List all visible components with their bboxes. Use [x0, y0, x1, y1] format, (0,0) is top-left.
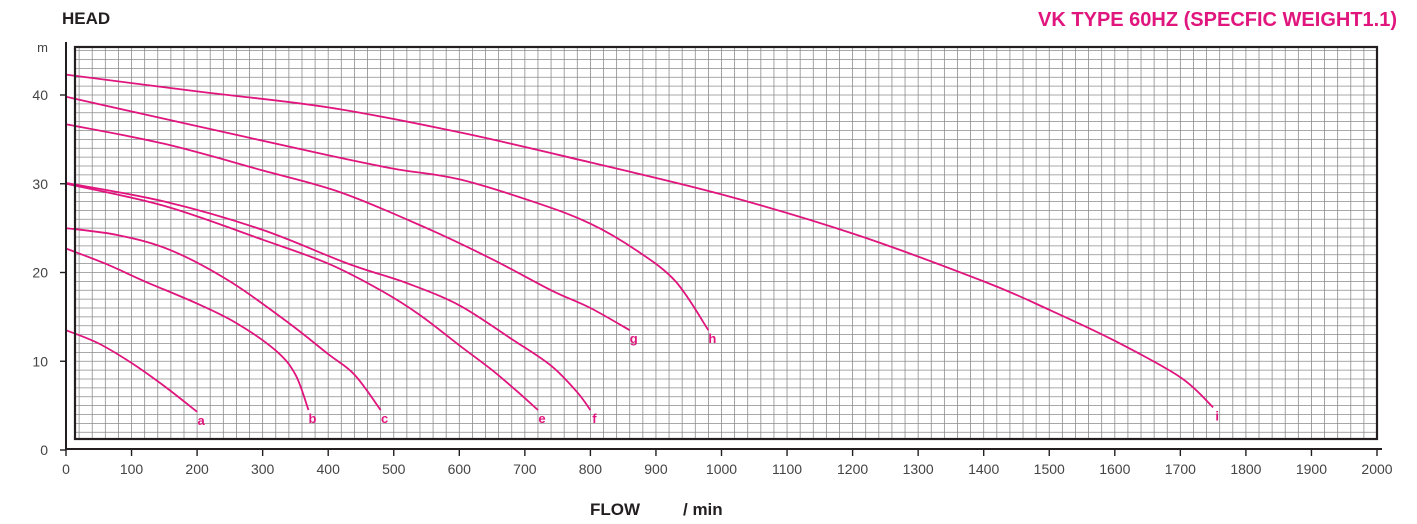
x-tick-label: 2000: [1361, 461, 1392, 477]
curves: [65, 73, 1214, 413]
x-tick-label: 1000: [706, 461, 737, 477]
x-tick-label: 500: [382, 461, 406, 477]
curve-b: [65, 247, 310, 411]
x-tick-label: 1500: [1034, 461, 1065, 477]
x-tick-label: 600: [448, 461, 472, 477]
x-axis-unit: / min: [683, 500, 723, 519]
y-tick-label: 10: [32, 353, 48, 369]
x-tick-label: 400: [317, 461, 341, 477]
y-tick-label: 30: [32, 176, 48, 192]
chart-title: VK TYPE 60HZ (SPECFIC WEIGHT1.1): [1038, 9, 1397, 31]
curve-e: [65, 182, 539, 411]
curve-label-b: b: [309, 411, 317, 426]
curve-a: [65, 329, 198, 413]
y-tick-label: 0: [40, 442, 48, 458]
curve-i: [65, 73, 1214, 409]
curve-label-i: i: [1215, 408, 1219, 423]
x-tick-label: 1900: [1296, 461, 1327, 477]
y-axis-title: HEAD: [62, 9, 111, 28]
x-axis-title: FLOW: [590, 500, 641, 519]
curve-h: [65, 95, 710, 331]
x-tick-label: 300: [251, 461, 275, 477]
curve-label-g: g: [630, 331, 638, 346]
curve-label-e: e: [538, 411, 545, 426]
y-axis-unit: m: [37, 40, 48, 55]
x-tick-label: 900: [644, 461, 668, 477]
x-tick-label: 100: [120, 461, 144, 477]
curve-label-c: c: [381, 411, 388, 426]
y-tick-label: 40: [32, 87, 48, 103]
x-tick-label: 1200: [837, 461, 868, 477]
x-tick-label: 1700: [1165, 461, 1196, 477]
curve-label-f: f: [592, 411, 597, 426]
curve-labels: a b c e f g h i: [197, 331, 1218, 428]
curve-label-a: a: [197, 413, 205, 428]
x-tick-label: 1100: [772, 461, 802, 477]
grid: [75, 47, 1377, 439]
curve-g: [65, 123, 631, 331]
x-tick-label: 800: [579, 461, 603, 477]
x-tick-label: 1300: [903, 461, 934, 477]
plot-border: [73, 45, 1379, 441]
x-tick-label: 1600: [1099, 461, 1130, 477]
x-tick-label: 1800: [1230, 461, 1261, 477]
x-tick-label: 1400: [968, 461, 999, 477]
x-tick-label: 0: [62, 461, 70, 477]
x-tick-label: 700: [513, 461, 537, 477]
y-tick-label: 20: [32, 265, 48, 281]
plot-frame: [65, 42, 1382, 450]
x-tick-label: 200: [185, 461, 209, 477]
curve-label-h: h: [708, 331, 716, 346]
curve-f: [65, 182, 592, 411]
ticks: 0 100 200 300 400 500 600 700 800 900 1000 1100 1200…: [32, 40, 1392, 477]
curve-c: [65, 227, 382, 411]
